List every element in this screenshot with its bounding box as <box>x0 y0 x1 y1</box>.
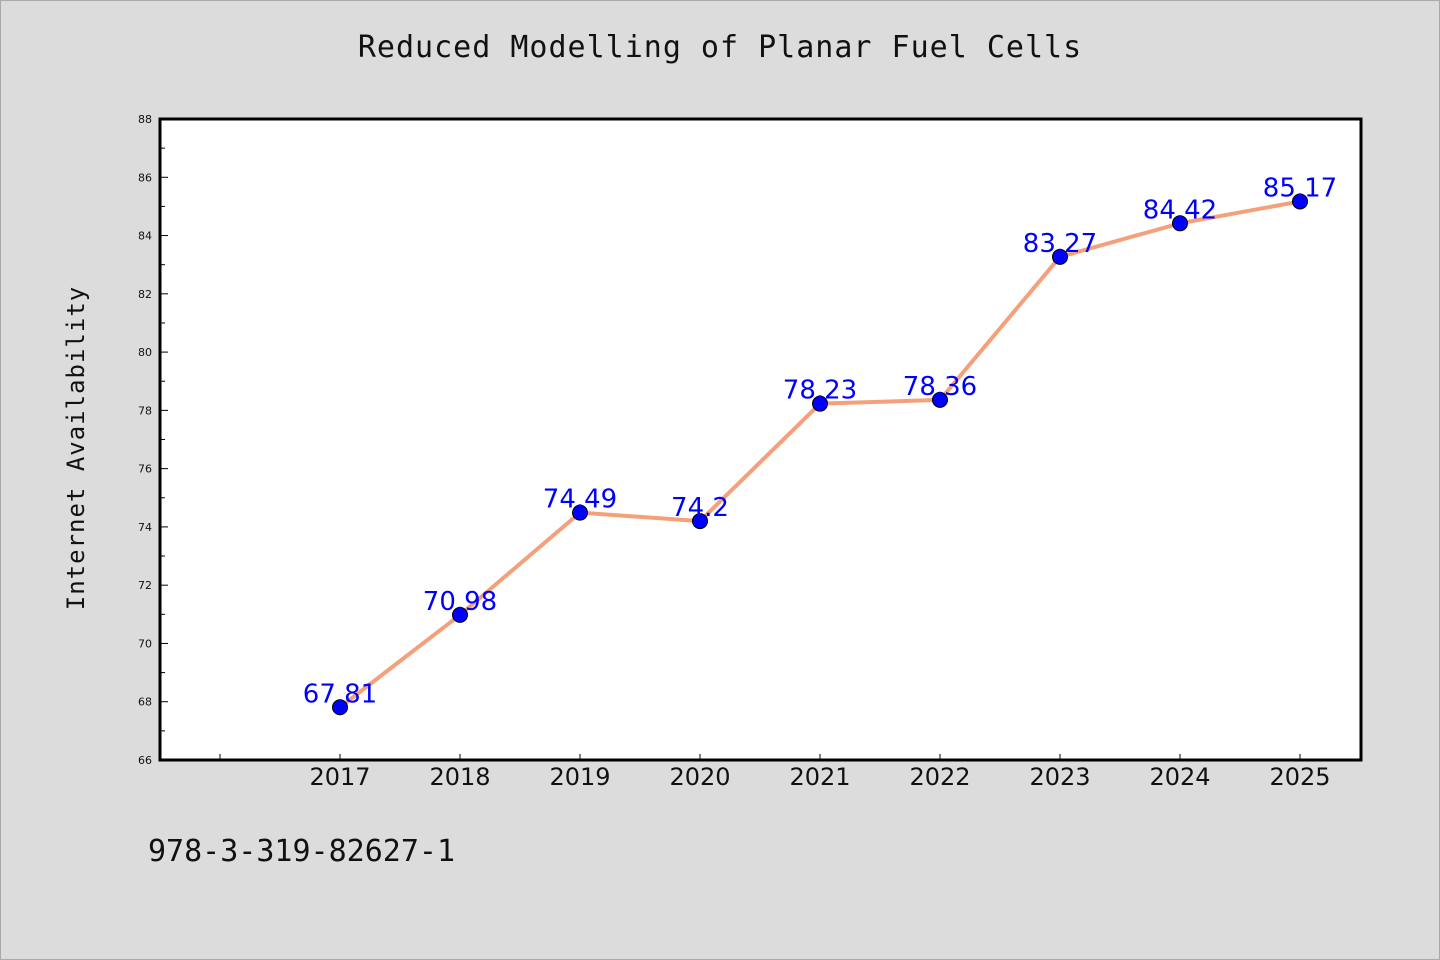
data-label: 85.17 <box>1263 173 1337 203</box>
y-tick-label: 80 <box>138 346 152 359</box>
y-tick-label: 88 <box>138 113 152 126</box>
data-label: 67.81 <box>303 679 377 709</box>
data-point <box>332 699 348 716</box>
y-tick-label: 82 <box>138 288 152 301</box>
data-point <box>932 391 948 408</box>
x-tick-label: 2022 <box>909 763 970 791</box>
x-tick-label: 2025 <box>1269 763 1330 791</box>
y-tick-label: 86 <box>138 171 152 184</box>
y-tick-label: 74 <box>138 521 152 534</box>
data-label: 74.2 <box>671 493 729 523</box>
data-label: 70.98 <box>423 587 497 617</box>
x-tick-label: 2017 <box>309 763 370 791</box>
chart-title: Reduced Modelling of Planar Fuel Cells <box>357 30 1083 65</box>
y-axis-ticks: 66 68 70 72 74 76 78 80 82 84 86 88 <box>138 113 168 767</box>
data-label: 83.27 <box>1023 229 1097 259</box>
data-point <box>1172 215 1188 232</box>
marker-group <box>332 193 1308 716</box>
x-tick-label: 2021 <box>789 763 850 791</box>
data-point <box>812 395 828 412</box>
y-tick-label: 76 <box>138 463 152 476</box>
data-label: 84.42 <box>1143 195 1217 225</box>
x-tick-label: 2024 <box>1149 763 1210 791</box>
isbn-footer: 978-3-319-82627-1 <box>148 834 456 869</box>
x-tick-label: 2018 <box>429 763 490 791</box>
data-label: 74.49 <box>543 485 617 515</box>
x-tick-label: 2019 <box>549 763 610 791</box>
y-tick-label: 78 <box>138 404 152 417</box>
y-tick-label: 68 <box>138 696 152 709</box>
x-tick-label: 2023 <box>1029 763 1090 791</box>
y-tick-label: 84 <box>138 230 152 243</box>
y-tick-label: 66 <box>138 754 152 767</box>
plot-area <box>158 117 1363 762</box>
data-point <box>1052 248 1068 265</box>
y-tick-label: 72 <box>138 579 152 592</box>
data-point <box>1292 193 1308 210</box>
x-axis-ticks: 2017 2018 2019 2020 2021 2022 2023 2024 2025 <box>219 754 1331 791</box>
data-point <box>452 606 468 623</box>
data-point <box>692 513 708 530</box>
data-point <box>572 504 588 521</box>
x-tick-label: 2020 <box>669 763 730 791</box>
data-label-group: 67.81 70.98 74.49 74.2 78.23 78.36 83.27 84.42 8… <box>303 173 1337 709</box>
data-label: 78.23 <box>783 376 857 406</box>
data-label: 78.36 <box>903 372 977 402</box>
y-tick-label: 70 <box>138 637 152 650</box>
